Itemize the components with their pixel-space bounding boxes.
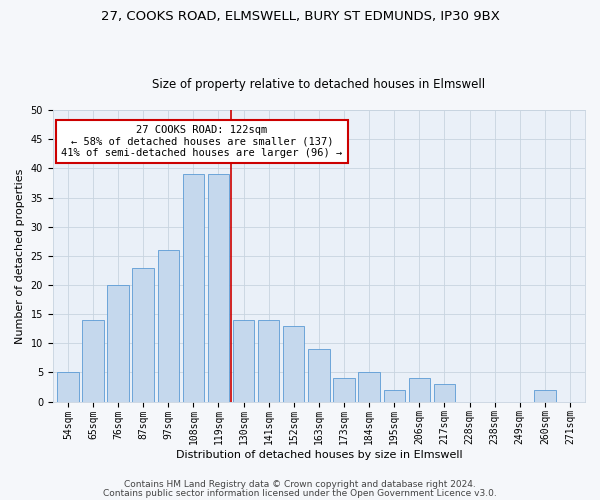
Bar — [534, 390, 556, 402]
Text: Contains HM Land Registry data © Crown copyright and database right 2024.: Contains HM Land Registry data © Crown c… — [124, 480, 476, 489]
Bar — [82, 320, 104, 402]
Bar — [233, 320, 254, 402]
Bar — [158, 250, 179, 402]
Title: Size of property relative to detached houses in Elmswell: Size of property relative to detached ho… — [152, 78, 485, 91]
Bar — [208, 174, 229, 402]
Bar — [133, 268, 154, 402]
Bar — [434, 384, 455, 402]
Bar — [383, 390, 405, 402]
Bar — [107, 285, 129, 402]
Bar — [182, 174, 204, 402]
Bar — [57, 372, 79, 402]
Text: Contains public sector information licensed under the Open Government Licence v3: Contains public sector information licen… — [103, 489, 497, 498]
Bar — [334, 378, 355, 402]
Text: 27, COOKS ROAD, ELMSWELL, BURY ST EDMUNDS, IP30 9BX: 27, COOKS ROAD, ELMSWELL, BURY ST EDMUND… — [101, 10, 499, 23]
Y-axis label: Number of detached properties: Number of detached properties — [15, 168, 25, 344]
Text: 27 COOKS ROAD: 122sqm
← 58% of detached houses are smaller (137)
41% of semi-det: 27 COOKS ROAD: 122sqm ← 58% of detached … — [61, 125, 343, 158]
Bar — [283, 326, 304, 402]
Bar — [308, 349, 329, 402]
Bar — [409, 378, 430, 402]
X-axis label: Distribution of detached houses by size in Elmswell: Distribution of detached houses by size … — [176, 450, 462, 460]
Bar — [258, 320, 280, 402]
Bar — [358, 372, 380, 402]
